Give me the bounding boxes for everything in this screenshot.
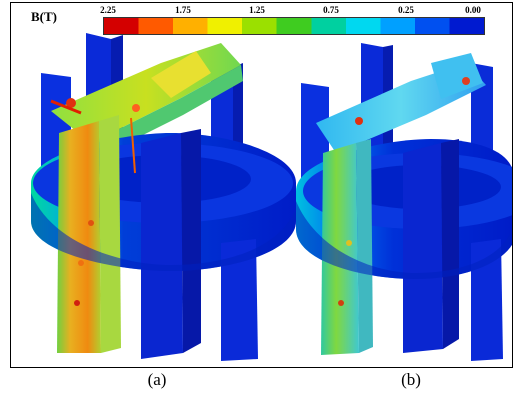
figure-frame: B(T) 2.25 1.75 1.25 0.75 0.25 0.00 xyxy=(10,2,513,368)
caption-a: (a) xyxy=(147,370,167,389)
legend-tick: 2.25 xyxy=(100,5,116,15)
legend-tick: 0.25 xyxy=(398,5,414,15)
colorbar xyxy=(103,17,485,35)
panel-b-model xyxy=(296,43,512,361)
legend-tick: 0.00 xyxy=(465,5,481,15)
field-plot xyxy=(31,33,512,361)
legend-tick: 0.75 xyxy=(323,5,339,15)
legend-tick: 1.75 xyxy=(175,5,191,15)
legend-tick: 1.25 xyxy=(249,5,265,15)
legend-title: B(T) xyxy=(31,9,57,24)
caption-b: (b) xyxy=(401,370,421,389)
panel-a-model xyxy=(31,33,296,361)
